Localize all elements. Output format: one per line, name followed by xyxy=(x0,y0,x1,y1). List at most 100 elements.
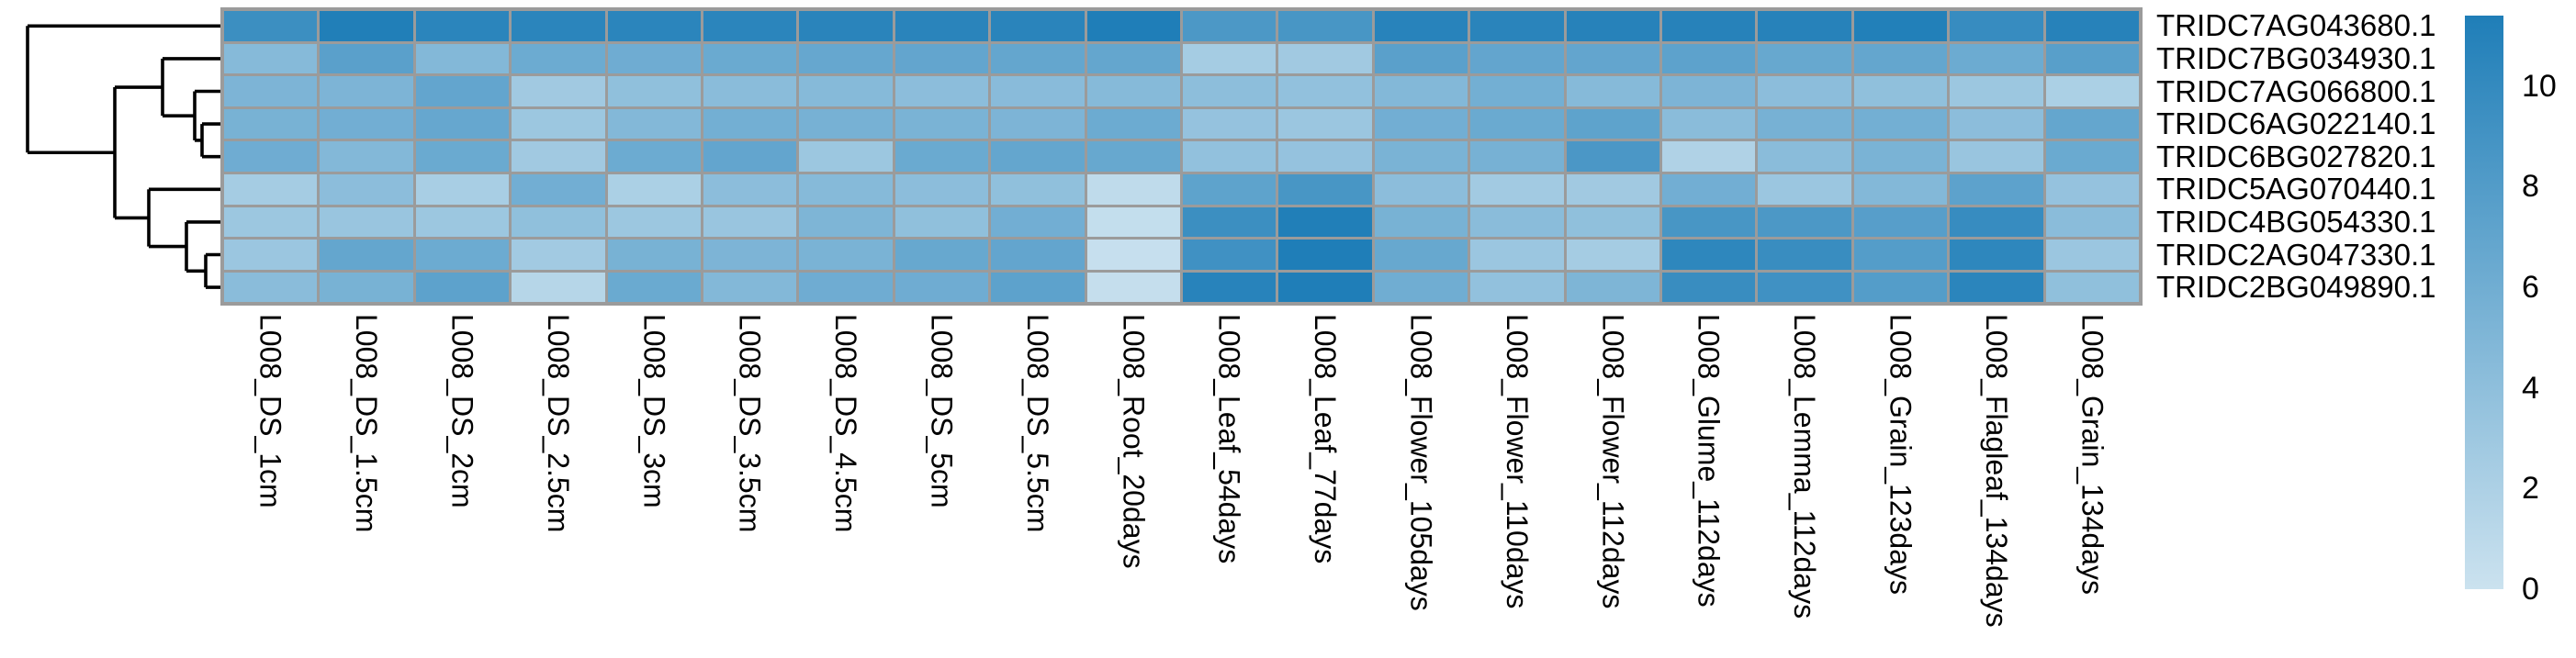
column-label: L008_DS_3.5cm xyxy=(733,314,767,533)
heatmap-cell xyxy=(1183,141,1277,172)
heatmap-cell xyxy=(1950,240,2043,270)
heatmap-cell xyxy=(1086,206,1180,238)
heatmap-cell xyxy=(1278,108,1372,139)
heatmap-cell xyxy=(415,76,510,106)
heatmap-cell xyxy=(1758,11,1851,41)
heatmap-cell xyxy=(224,240,318,270)
heatmap-cell xyxy=(894,272,989,303)
heatmap-cell xyxy=(1758,43,1851,74)
heatmap-cell xyxy=(1758,272,1851,303)
row-label: TRIDC5AG070440.1 xyxy=(2156,172,2436,206)
heatmap-cell xyxy=(1950,76,2043,106)
column-label: L008_Root_20days xyxy=(1117,314,1151,569)
heatmap-cell xyxy=(415,174,510,205)
heatmap-cell xyxy=(1758,206,1851,238)
heatmap-cell xyxy=(1662,240,1756,270)
heatmap-cell xyxy=(1086,240,1180,270)
heatmap-cell xyxy=(1566,206,1659,238)
heatmap-cell xyxy=(991,206,1085,238)
colorbar-tick-label: 8 xyxy=(2522,169,2539,205)
heatmap-cell xyxy=(894,240,989,270)
heatmap-cell xyxy=(320,76,413,106)
heatmap-cell xyxy=(1183,76,1277,106)
heatmap-cell xyxy=(1086,141,1180,172)
column-label: L008_Grain_123days xyxy=(1884,314,1918,596)
heatmap-cell xyxy=(607,272,701,303)
heatmap-cell xyxy=(1853,43,1948,74)
heatmap-cell xyxy=(512,240,605,270)
row-label: TRIDC6AG022140.1 xyxy=(2156,106,2436,141)
heatmap-cell xyxy=(1662,272,1756,303)
heatmap-cell xyxy=(1183,43,1277,74)
colorbar-tick-label: 0 xyxy=(2522,572,2539,607)
heatmap-cell xyxy=(607,174,701,205)
heatmap-cell xyxy=(512,272,605,303)
heatmap-cell xyxy=(1183,174,1277,205)
heatmap-cell xyxy=(1758,108,1851,139)
heatmap-cell xyxy=(1374,108,1468,139)
heatmap-cell xyxy=(607,206,701,238)
row-label: TRIDC7AG066800.1 xyxy=(2156,73,2436,108)
heatmap-cell xyxy=(1853,206,1948,238)
heatmap-cell xyxy=(1086,108,1180,139)
heatmap-cell xyxy=(1374,272,1468,303)
heatmap-cell xyxy=(1758,76,1851,106)
heatmap-cell xyxy=(1470,43,1564,74)
heatmap-cell xyxy=(1566,43,1659,74)
heatmap-cell xyxy=(991,108,1085,139)
heatmap-cell xyxy=(1853,141,1948,172)
heatmap-cell xyxy=(1950,174,2043,205)
heatmap-cell xyxy=(1183,11,1277,41)
heatmap-cell xyxy=(224,11,318,41)
heatmap-cell xyxy=(1374,206,1468,238)
heatmap-cell xyxy=(1086,76,1180,106)
heatmap-cell xyxy=(1470,272,1564,303)
heatmap-cell xyxy=(224,141,318,172)
heatmap-cell xyxy=(1662,43,1756,74)
heatmap-cell xyxy=(415,141,510,172)
heatmap-cell xyxy=(607,141,701,172)
heatmap-cell xyxy=(799,174,893,205)
heatmap-cell xyxy=(224,174,318,205)
heatmap-cell xyxy=(703,174,797,205)
heatmap-cell xyxy=(1374,141,1468,172)
heatmap-cell xyxy=(1566,174,1659,205)
row-label: TRIDC2AG047330.1 xyxy=(2156,237,2436,272)
heatmap-cell xyxy=(224,76,318,106)
heatmap-cell xyxy=(224,206,318,238)
heatmap-cell xyxy=(512,141,605,172)
row-label: TRIDC2BG049890.1 xyxy=(2156,270,2436,305)
heatmap-cell xyxy=(1950,272,2043,303)
heatmap-cell xyxy=(224,272,318,303)
heatmap-cell xyxy=(894,141,989,172)
heatmap-cell xyxy=(894,108,989,139)
heatmap-cell xyxy=(1374,174,1468,205)
heatmap-cell xyxy=(1662,141,1756,172)
heatmap-cell xyxy=(991,141,1085,172)
heatmap-cell xyxy=(1566,108,1659,139)
column-label: L008_Flower_110days xyxy=(1500,314,1534,609)
heatmap-cell xyxy=(1950,108,2043,139)
heatmap-cell xyxy=(320,174,413,205)
heatmap-cell xyxy=(512,43,605,74)
heatmap-cell xyxy=(1278,272,1372,303)
heatmap-cell xyxy=(1566,76,1659,106)
heatmap-cell xyxy=(2045,272,2139,303)
heatmap-cell xyxy=(1278,43,1372,74)
heatmap-cell xyxy=(512,206,605,238)
heatmap-cell xyxy=(703,141,797,172)
column-label: L008_DS_2cm xyxy=(445,314,479,508)
heatmap-cell xyxy=(1470,174,1564,205)
heatmap-cell xyxy=(2045,108,2139,139)
heatmap-cell xyxy=(1758,240,1851,270)
heatmap-cell xyxy=(1374,76,1468,106)
heatmap-cell xyxy=(799,272,893,303)
column-label: L008_Flower_112days xyxy=(1596,314,1630,609)
column-label: L008_DS_5.5cm xyxy=(1020,314,1054,533)
heatmap-cell xyxy=(2045,76,2139,106)
heatmap-cell xyxy=(607,76,701,106)
column-label: L008_DS_2.5cm xyxy=(541,314,575,533)
heatmap-cell xyxy=(703,108,797,139)
heatmap-cell xyxy=(1566,272,1659,303)
heatmap-cell xyxy=(1183,240,1277,270)
